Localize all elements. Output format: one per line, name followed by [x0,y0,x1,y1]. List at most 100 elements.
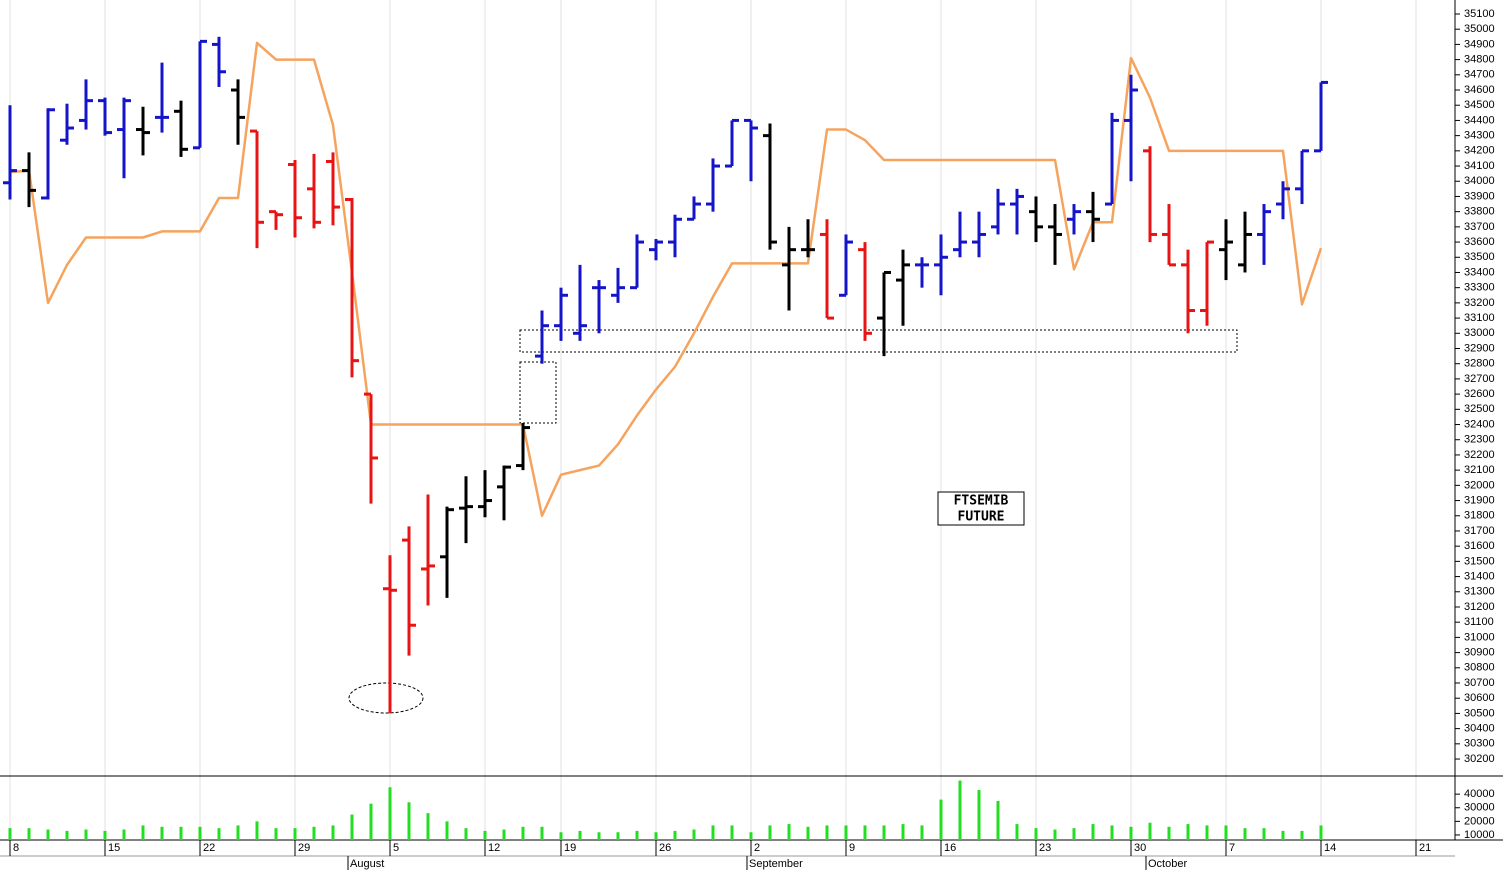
volume-bar [407,802,411,840]
month-label: October [1148,858,1187,870]
y-tick-label: 34900 [1464,38,1495,50]
y-tick-label: 32000 [1464,479,1495,491]
volume-bar [274,828,278,840]
annotation: FTSEMIB [954,494,1009,509]
volume-bar [1243,828,1247,840]
volume-bar [293,828,297,840]
y-tick-label: 32300 [1464,434,1495,446]
volume-bar [8,828,12,840]
y-tick-label: 30300 [1464,738,1495,750]
x-tick-label: 7 [1229,842,1235,854]
x-tick-label: 29 [298,842,310,854]
y-tick-label: 33400 [1464,266,1495,278]
y-tick-label: 34500 [1464,99,1495,111]
y-tick-label: 33200 [1464,297,1495,309]
y-tick-label: 33700 [1464,221,1495,233]
x-tick-label: 12 [488,842,500,854]
y-tick-label: 33500 [1464,251,1495,263]
y-tick-label: 32200 [1464,449,1495,461]
volume-bar [1186,824,1190,840]
y-tick-label: 34600 [1464,84,1495,96]
y-tick-label: 34200 [1464,145,1495,157]
y-tick-label: 33900 [1464,190,1495,202]
volume-bar [882,825,886,840]
volume-bar [198,826,202,840]
x-tick-label: 30 [1134,842,1146,854]
y-tick-label: 33300 [1464,282,1495,294]
volume-bar [483,830,487,840]
volume-bar [1300,830,1304,840]
volume-bar [160,826,164,840]
volume-bar [1148,822,1152,840]
y-tick-label: 32900 [1464,342,1495,354]
y-tick-label: 32100 [1464,464,1495,476]
volume-bar [236,825,240,840]
x-tick-label: 21 [1419,842,1431,854]
y-tick-label: 34400 [1464,114,1495,126]
x-tick-label: 23 [1039,842,1051,854]
volume-bar [217,828,221,840]
x-tick-label: 16 [944,842,956,854]
y-tick-label: 32600 [1464,388,1495,400]
volume-bar [901,824,905,840]
y-tick-label: 30800 [1464,662,1495,674]
x-tick-label: 22 [203,842,215,854]
volume-bar [711,825,715,840]
volume-bar [464,828,468,840]
y-tick-label: 30900 [1464,647,1495,659]
volume-bar [1129,826,1133,840]
volume-bar [730,825,734,840]
y-tick-label: 31000 [1464,631,1495,643]
y-tick-label: 10000 [1464,829,1495,841]
volume-bar [787,824,791,840]
volume-bar [1072,828,1076,840]
volume-bar [426,813,430,840]
y-tick-label: 31700 [1464,525,1495,537]
volume-bar [616,832,620,840]
volume-bar [255,821,259,840]
volume-bar [939,799,943,840]
volume-bar [65,830,69,840]
x-tick-label: 14 [1324,842,1336,854]
x-tick-label: 5 [393,842,399,854]
y-tick-label: 31400 [1464,570,1495,582]
volume-bar [502,829,506,840]
y-tick-label: 30400 [1464,723,1495,735]
y-tick-label: 33600 [1464,236,1495,248]
volume-bar [388,787,392,840]
volume-bar [825,825,829,840]
x-tick-label: 8 [13,842,19,854]
y-tick-label: 34700 [1464,69,1495,81]
volume-bar [559,832,563,840]
volume-bar [103,830,107,840]
support-zone [519,329,1238,353]
y-tick-label: 34300 [1464,130,1495,142]
volume-bar [46,829,50,840]
volume-bar [540,826,544,840]
month-label: September [749,858,803,870]
x-tick-label: 19 [564,842,576,854]
volume-bar [673,830,677,840]
volume-bar [445,821,449,840]
volume-bar [768,825,772,840]
y-tick-label: 33800 [1464,206,1495,218]
volume-bar [977,790,981,840]
y-tick-label: 30600 [1464,692,1495,704]
y-tick-label: 40000 [1464,788,1495,800]
y-tick-label: 33100 [1464,312,1495,324]
y-tick-label: 20000 [1464,815,1495,827]
volume-bar [958,780,962,840]
y-tick-label: 35000 [1464,23,1495,35]
y-tick-label: 32400 [1464,418,1495,430]
annotation: FUTURE [958,510,1005,525]
volume-bar [27,828,31,840]
x-tick-label: 15 [108,842,120,854]
volume-bar [635,830,639,840]
volume-bar [179,826,183,840]
y-tick-label: 34100 [1464,160,1495,172]
volume-bar [1167,826,1171,840]
volume-bar [1281,830,1285,840]
volume-bar [597,832,601,840]
